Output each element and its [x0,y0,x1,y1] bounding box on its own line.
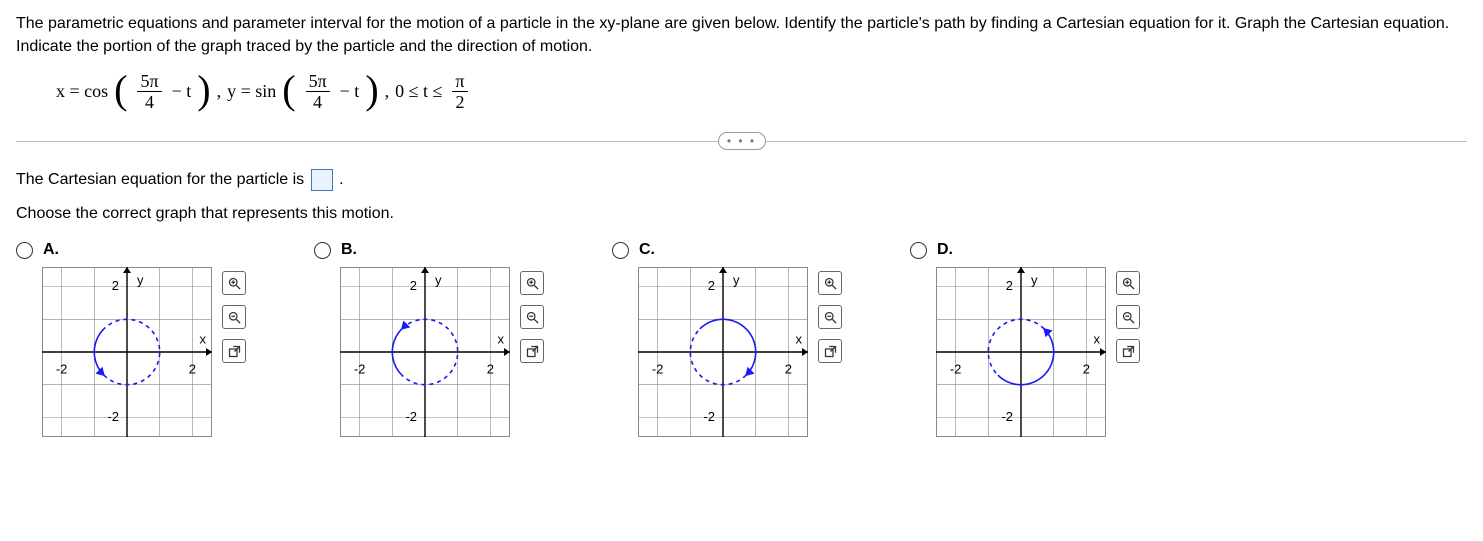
minus-t-b: − t [340,81,360,102]
option-d: D. x y 2 -2 2 -2 [910,241,1140,437]
svg-text:2: 2 [708,278,715,293]
problem-statement: The parametric equations and parameter i… [16,12,1467,58]
option-label-c: C. [639,241,655,259]
zoom-out-icon[interactable] [222,305,246,329]
svg-text:2: 2 [1083,362,1090,377]
popout-icon[interactable] [818,339,842,363]
section-divider: • • • [16,129,1467,153]
fraction-5pi-4-a: 5π 4 [137,72,161,111]
svg-text:-2: -2 [652,362,664,377]
radio-a[interactable] [16,242,33,259]
option-label-d: D. [937,241,953,259]
svg-text:-2: -2 [354,362,366,377]
zoom-out-icon[interactable] [520,305,544,329]
fraction-pi-2: π 2 [452,72,467,111]
svg-text:x: x [200,332,207,347]
options-row: A. x y 2 -2 2 -2 B. x y 2 -2 2 -2 C. x y 2 -2 2 -2 D. x y 2 -2 2 -2 [16,241,1467,437]
option-a: A. x y 2 -2 2 -2 [16,241,246,437]
choose-prompt: Choose the correct graph that represents… [16,205,1467,223]
svg-text:2: 2 [189,362,196,377]
svg-text:2: 2 [1006,278,1013,293]
popout-icon[interactable] [520,339,544,363]
graph-area-c: x y 2 -2 2 -2 [638,267,842,437]
graph-b: x y 2 -2 2 -2 [340,267,510,437]
radio-b[interactable] [314,242,331,259]
popout-icon[interactable] [222,339,246,363]
graph-area-a: x y 2 -2 2 -2 [42,267,246,437]
graph-controls-c [818,271,842,363]
expand-toggle[interactable]: • • • [718,132,766,150]
fraction-5pi-4-b: 5π 4 [306,72,330,111]
answer-prompt: The Cartesian equation for the particle … [16,169,1467,191]
x-eq-cos: x = cos [56,81,108,102]
comma-2: , [385,81,390,102]
popout-icon[interactable] [1116,339,1140,363]
svg-text:2: 2 [785,362,792,377]
svg-text:y: y [435,273,442,288]
zoom-out-icon[interactable] [1116,305,1140,329]
minus-t-a: − t [172,81,192,102]
graph-a: x y 2 -2 2 -2 [42,267,212,437]
graph-d: x y 2 -2 2 -2 [936,267,1106,437]
option-label-a: A. [43,241,59,259]
right-paren: ) [197,72,210,108]
svg-text:-2: -2 [950,362,962,377]
svg-text:-2: -2 [703,409,715,424]
svg-text:-2: -2 [405,409,417,424]
answer-input[interactable] [311,169,333,191]
zoom-out-icon[interactable] [818,305,842,329]
svg-text:2: 2 [487,362,494,377]
radio-d[interactable] [910,242,927,259]
graph-area-d: x y 2 -2 2 -2 [936,267,1140,437]
right-paren-2: ) [365,72,378,108]
svg-text:x: x [796,332,803,347]
svg-text:y: y [137,273,144,288]
graph-area-b: x y 2 -2 2 -2 [340,267,544,437]
zoom-in-icon[interactable] [818,271,842,295]
svg-text:2: 2 [112,278,119,293]
interval-lhs: 0 ≤ t ≤ [395,81,442,102]
graph-c: x y 2 -2 2 -2 [638,267,808,437]
zoom-in-icon[interactable] [222,271,246,295]
svg-text:x: x [1094,332,1101,347]
option-c: C. x y 2 -2 2 -2 [612,241,842,437]
graph-controls-d [1116,271,1140,363]
svg-text:2: 2 [410,278,417,293]
svg-text:-2: -2 [1001,409,1013,424]
svg-text:-2: -2 [107,409,119,424]
parametric-equations: x = cos ( 5π 4 − t ) , y = sin ( 5π 4 − … [56,72,1467,111]
svg-text:y: y [733,273,740,288]
left-paren-2: ( [282,72,295,108]
option-label-b: B. [341,241,357,259]
zoom-in-icon[interactable] [520,271,544,295]
svg-text:y: y [1031,273,1038,288]
radio-c[interactable] [612,242,629,259]
left-paren: ( [114,72,127,108]
option-b: B. x y 2 -2 2 -2 [314,241,544,437]
graph-controls-a [222,271,246,363]
svg-text:x: x [498,332,505,347]
zoom-in-icon[interactable] [1116,271,1140,295]
comma-1: , [217,81,222,102]
graph-controls-b [520,271,544,363]
y-eq-sin: y = sin [227,81,276,102]
svg-text:-2: -2 [56,362,68,377]
